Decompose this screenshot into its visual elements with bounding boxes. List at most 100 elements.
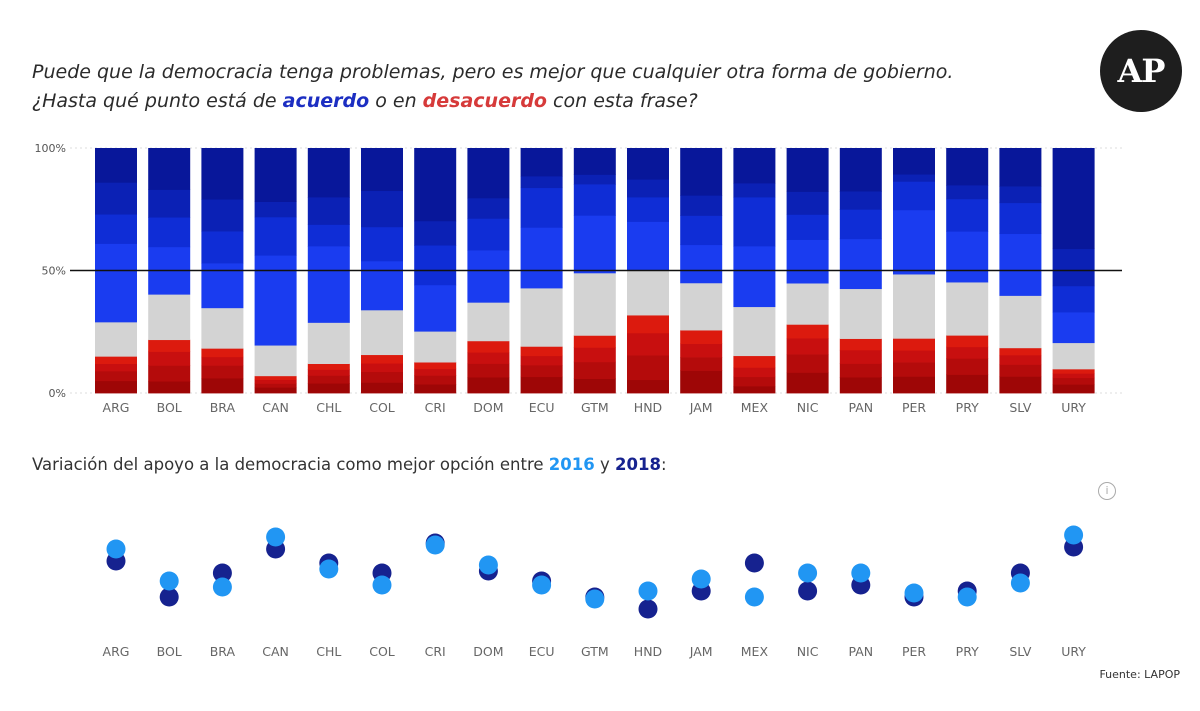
bar-segment-NIC: [786, 324, 829, 339]
dot-2016-BRA: [212, 577, 232, 597]
dot-2016-MEX: [744, 587, 764, 607]
x-tick-label: PRY: [956, 400, 979, 415]
bar-segment-BOL: [148, 189, 191, 218]
dot-2016-HND: [638, 581, 658, 601]
dot-x-tick-label: ECU: [529, 644, 555, 659]
bar-segment-PAN: [839, 363, 882, 378]
bar-segment-URY: [1052, 384, 1095, 394]
question-line-2-mid: o en: [369, 90, 423, 112]
dot-2018-CRI: [425, 533, 445, 553]
dot-2018-PRY: [957, 581, 977, 601]
bar-segment-URY: [1052, 285, 1095, 313]
dot-2018-COL: [372, 563, 392, 583]
bar-segment-HND: [627, 332, 669, 356]
dot-2018-BOL: [159, 587, 179, 607]
bar-segment-SLV: [999, 364, 1042, 377]
bar-segment-GTM: [573, 184, 616, 216]
y-tick-label: 50%: [42, 265, 66, 278]
subtitle-pre: Variación del apoyo a la democracia como…: [32, 455, 549, 474]
bar-segment-PRY: [946, 198, 989, 232]
question-line-2-pre: ¿Hasta qué punto está de: [32, 90, 283, 112]
bar-segment-JAM: [680, 330, 723, 344]
bar-segment-PRY: [946, 231, 989, 283]
dot-2016-PAN: [851, 563, 871, 583]
bar-segment-PRY: [946, 358, 989, 375]
bar-segment-CRI: [414, 245, 457, 286]
disagree-word: desacuerdo: [422, 90, 547, 112]
bar-segment-ECU: [520, 148, 563, 177]
bar-segment-PER: [893, 362, 935, 377]
bar-segment-MEX: [733, 386, 776, 394]
x-tick-label: CRI: [425, 400, 446, 415]
bar-segment-BRA: [201, 365, 244, 379]
dot-2016-PRY: [957, 587, 977, 607]
bar-segment-CAN: [254, 255, 297, 346]
dot-x-tick-label: URY: [1061, 644, 1086, 659]
bar-segment-BOL: [148, 381, 191, 394]
bar-segment-PAN: [839, 349, 882, 364]
bar-segment-MEX: [733, 376, 776, 387]
bar-segment-DOM: [467, 148, 510, 199]
bar-segment-COL: [361, 354, 403, 364]
bar-segment-SLV: [999, 148, 1042, 187]
bar-segment-GTM: [573, 148, 616, 175]
bar-segment-MEX: [733, 183, 776, 198]
bar-segment-BOL: [148, 351, 191, 366]
bar-segment-SLV: [999, 202, 1042, 235]
bar-segment-HND: [627, 148, 669, 180]
x-tick-label: PER: [902, 400, 926, 415]
bar-segment-SLV: [999, 354, 1042, 365]
x-tick-label: BRA: [210, 400, 236, 415]
bar-segment-URY: [1052, 368, 1095, 374]
bar-segment-COL: [361, 371, 403, 383]
question-line-2-post: con esta frase?: [547, 90, 698, 112]
bar-segment-PAN: [839, 288, 882, 339]
chart-title: Puede que la democracia tenga problemas,…: [32, 58, 953, 116]
ap-logo: AP: [1100, 30, 1182, 112]
bar-segment-CAN: [254, 148, 297, 202]
bar-segment-JAM: [680, 244, 723, 284]
bar-segment-MEX: [733, 148, 776, 184]
x-tick-label: ECU: [529, 400, 555, 415]
bar-segment-GTM: [573, 272, 616, 336]
question-line-2: ¿Hasta qué punto está de acuerdo o en de…: [32, 87, 953, 116]
bar-segment-PAN: [839, 338, 882, 351]
dot-x-tick-label: NIC: [797, 644, 819, 659]
bar-segment-DOM: [467, 218, 510, 251]
bar-segment-BOL: [148, 217, 191, 248]
bar-segment-PRY: [946, 335, 989, 348]
bar-segment-PER: [893, 350, 935, 363]
dot-x-tick-label: DOM: [473, 644, 503, 659]
bar-segment-NIC: [786, 214, 829, 240]
bar-segment-HND: [627, 379, 669, 394]
bar-segment-DOM: [467, 302, 510, 342]
dot-2018-MEX: [744, 553, 764, 573]
bar-segment-SLV: [999, 233, 1042, 296]
dot-2018-DOM: [478, 561, 498, 581]
bar-segment-NIC: [786, 283, 829, 325]
bar-segment-CAN: [254, 216, 297, 256]
bar-segment-NIC: [786, 372, 829, 394]
bar-segment-ARG: [95, 243, 137, 323]
bar-segment-DOM: [467, 197, 510, 219]
bar-segment-BRA: [201, 231, 244, 264]
bar-segment-CRI: [414, 331, 457, 363]
bar-segment-PAN: [839, 377, 882, 394]
bar-segment-PRY: [946, 374, 989, 394]
source-note: Fuente: LAPOP: [1099, 668, 1180, 681]
bar-segment-HND: [627, 355, 669, 381]
bar-segment-BOL: [148, 339, 191, 352]
variation-subtitle: Variación del apoyo a la democracia como…: [32, 455, 667, 474]
bar-segment-BOL: [148, 148, 191, 190]
bar-segment-ECU: [520, 227, 563, 289]
bar-segment-DOM: [467, 250, 510, 303]
dot-2016-SLV: [1010, 573, 1030, 593]
x-tick-label: MEX: [741, 400, 769, 415]
bar-segment-DOM: [467, 377, 510, 394]
bar-segment-PRY: [946, 282, 989, 336]
x-tick-label: ARG: [103, 400, 130, 415]
bar-segment-ECU: [520, 187, 563, 228]
info-icon[interactable]: i: [1098, 482, 1116, 500]
bar-segment-DOM: [467, 340, 510, 353]
bar-segment-ARG: [95, 182, 137, 215]
